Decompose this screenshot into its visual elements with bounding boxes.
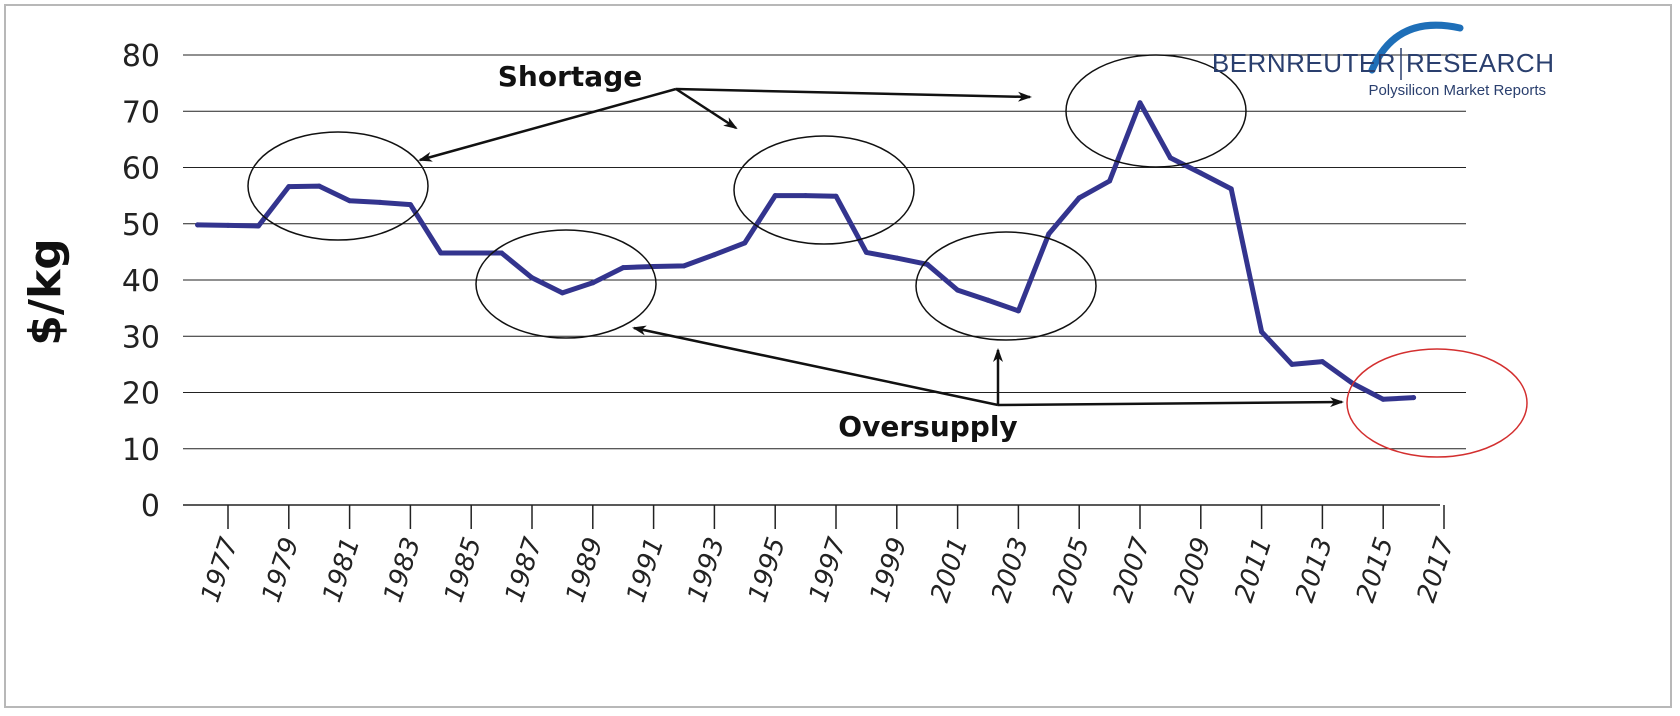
- y-axis-label: $/kg: [20, 238, 71, 345]
- data-point-1996: [803, 193, 809, 199]
- x-tick-1999: 1999: [864, 534, 913, 606]
- brand-logo: BERNREUTER RESEARCH Polysilicon Market R…: [1212, 21, 1554, 99]
- data-point-1985: [468, 250, 474, 256]
- x-tick-1997: 1997: [804, 533, 853, 606]
- data-point-1980: [316, 183, 322, 189]
- y-tick-80: 80: [122, 39, 160, 74]
- data-points: [195, 100, 1417, 402]
- data-point-2013: [1319, 359, 1325, 365]
- data-point-1987: [529, 275, 535, 281]
- data-point-1983: [407, 202, 413, 208]
- y-tick-60: 60: [122, 152, 160, 187]
- data-point-1979: [286, 184, 292, 190]
- oversupply-ellipse-2016: [1346, 348, 1528, 458]
- data-point-1990: [620, 265, 626, 271]
- data-point-2016: [1411, 395, 1417, 401]
- data-point-1989: [590, 280, 596, 286]
- data-point-1978: [255, 223, 261, 229]
- data-point-2005: [1076, 195, 1082, 201]
- x-tick-1977: 1977: [196, 533, 245, 606]
- oversupply-arrow-right: [997, 397, 1344, 408]
- oversupply-ellipse-2002: [915, 231, 1097, 341]
- brand-arc-icon: [1368, 21, 1464, 74]
- data-point-1994: [742, 240, 748, 246]
- data-point-1993: [711, 252, 717, 258]
- data-point-1976: [195, 222, 201, 228]
- oversupply-ellipse-1988: [475, 229, 657, 339]
- data-point-2002: [985, 297, 991, 303]
- shortage-ellipse-2008: [1065, 54, 1247, 168]
- y-tick-40: 40: [122, 264, 160, 299]
- oversupply-arrow-left: [632, 325, 999, 407]
- data-point-2003: [1015, 308, 1021, 314]
- x-tick-1993: 1993: [682, 534, 731, 606]
- data-point-2001: [955, 287, 961, 293]
- x-tick-1981: 1981: [317, 534, 366, 606]
- y-tick-50: 50: [122, 208, 160, 243]
- brand-name-left: BERNREUTER: [1212, 48, 1396, 78]
- x-tick-1991: 1991: [621, 534, 670, 606]
- data-point-1982: [377, 199, 383, 205]
- x-tick-1987: 1987: [500, 533, 549, 606]
- shortage-arrow-middle: [675, 87, 738, 130]
- x-tick-2013: 2013: [1290, 534, 1339, 606]
- x-tick-2017: 2017: [1412, 533, 1461, 606]
- shortage-ellipse-1981: [247, 131, 429, 241]
- x-tick-2001: 2001: [925, 534, 974, 606]
- shortage-arrow-right: [675, 87, 1032, 102]
- shortage-arrow-left: [418, 87, 677, 162]
- data-point-1977: [225, 222, 231, 228]
- x-tick-1985: 1985: [439, 534, 488, 606]
- x-axis-ticks: 1977 1979 1981 1983 1985 1987 1989 1991 1993 1995…: [196, 533, 1461, 606]
- data-point-1998: [863, 249, 869, 255]
- data-point-1992: [681, 263, 687, 269]
- brand-name-right: RESEARCH: [1406, 48, 1554, 78]
- x-tick-1989: 1989: [560, 534, 609, 606]
- series-line: [195, 100, 1417, 402]
- shortage-label: Shortage: [498, 60, 642, 93]
- data-point-1999: [894, 255, 900, 261]
- data-point-1988: [559, 290, 565, 296]
- y-tick-0: 0: [141, 489, 160, 524]
- data-point-2012: [1289, 361, 1295, 367]
- oversupply-label: Oversupply: [838, 410, 1017, 443]
- data-point-2007: [1137, 100, 1143, 106]
- x-tick-2005: 2005: [1047, 534, 1096, 606]
- data-point-2010: [1228, 186, 1234, 192]
- data-point-1984: [438, 250, 444, 256]
- y-tick-70: 70: [122, 95, 160, 130]
- y-tick-10: 10: [122, 433, 160, 468]
- data-point-2011: [1259, 329, 1265, 335]
- x-tick-2007: 2007: [1108, 533, 1157, 606]
- x-axis: [183, 504, 1445, 529]
- data-point-2004: [1046, 231, 1052, 237]
- x-tick-2003: 2003: [986, 534, 1035, 606]
- data-point-2006: [1107, 178, 1113, 184]
- data-point-1986: [499, 250, 505, 256]
- shortage-ellipse-1996: [733, 135, 915, 245]
- x-tick-2009: 2009: [1168, 534, 1217, 606]
- y-tick-20: 20: [122, 377, 160, 412]
- brand-subtitle: Polysilicon Market Reports: [1368, 82, 1546, 99]
- x-tick-2011: 2011: [1229, 534, 1278, 606]
- x-tick-2015: 2015: [1351, 534, 1400, 606]
- y-axis-ticks: 0 10 20 30 40 50 60 70 80: [122, 39, 160, 524]
- data-point-1981: [347, 198, 353, 204]
- data-point-2000: [924, 261, 930, 267]
- x-tick-1979: 1979: [256, 534, 305, 606]
- x-tick-1983: 1983: [378, 534, 427, 606]
- gridlines: [183, 54, 1466, 450]
- data-point-1997: [833, 193, 839, 199]
- data-point-1995: [772, 193, 778, 199]
- data-point-2015: [1380, 396, 1386, 402]
- data-point-2009: [1198, 170, 1204, 176]
- x-tick-1995: 1995: [743, 534, 792, 606]
- y-tick-30: 30: [122, 320, 160, 355]
- data-point-2008: [1167, 155, 1173, 161]
